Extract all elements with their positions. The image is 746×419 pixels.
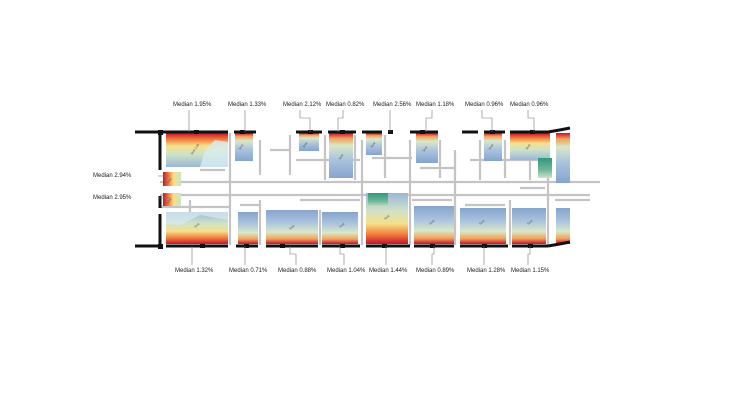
room-b3-heatmap xyxy=(266,210,318,244)
median-label-top-1: Median 1.95% xyxy=(173,102,212,108)
svg-text:Seat 1.95: Seat 1.95 xyxy=(190,142,201,155)
median-label-bottom-4: Median 1.04% xyxy=(327,268,366,274)
median-label-top-5: Median 2.56% xyxy=(373,102,412,108)
median-label-bottom-6: Median 0.89% xyxy=(416,268,455,274)
room-green-heatmap xyxy=(538,158,552,178)
wall-columns xyxy=(158,130,535,249)
svg-text:Seat: Seat xyxy=(302,141,309,148)
room-b6-heatmap xyxy=(414,206,454,244)
heatmap-rooms-bottom xyxy=(166,193,570,244)
svg-text:Seat: Seat xyxy=(338,153,345,160)
median-label-bottom-1: Median 1.32% xyxy=(175,268,214,274)
svg-text:Seat: Seat xyxy=(525,143,532,150)
svg-text:Seat: Seat xyxy=(428,219,435,226)
median-label-top-6: Median 1.18% xyxy=(416,102,455,108)
svg-text:Seat: Seat xyxy=(166,177,173,184)
room-t7-heatmap xyxy=(484,133,502,161)
median-label-top-4: Median 0.82% xyxy=(326,102,365,108)
svg-text:Seat: Seat xyxy=(478,219,485,226)
heatmap-rooms-left xyxy=(163,172,181,206)
heatmap-rooms-top xyxy=(166,133,570,183)
room-t8-heatmap xyxy=(510,133,550,160)
leader-lines xyxy=(158,110,535,265)
svg-text:Seat: Seat xyxy=(488,143,495,150)
room-t4-heatmap xyxy=(329,133,353,178)
room-t3-heatmap xyxy=(299,133,319,151)
median-label-left-1: Median 2.94% xyxy=(93,173,132,179)
room-far-right-heatmap xyxy=(556,133,570,183)
svg-text:Seat: Seat xyxy=(288,224,295,231)
median-label-bottom-3: Median 0.88% xyxy=(278,268,317,274)
room-t5-heatmap xyxy=(366,133,382,155)
median-label-top-7: Median 0.96% xyxy=(465,102,504,108)
room-b2-heatmap xyxy=(238,212,258,244)
room-l2-heatmap xyxy=(163,193,181,206)
svg-text:Seat: Seat xyxy=(193,222,200,229)
median-label-bottom-2: Median 0.71% xyxy=(229,268,268,274)
room-b7-heatmap xyxy=(460,208,506,244)
svg-text:Seat: Seat xyxy=(526,219,533,226)
median-label-top-2: Median 1.33% xyxy=(228,102,267,108)
median-label-bottom-8: Median 1.15% xyxy=(511,268,550,274)
svg-text:Seat: Seat xyxy=(422,145,429,152)
room-far-right-bottom-heatmap xyxy=(556,208,570,244)
median-label-bottom-7: Median 1.28% xyxy=(467,268,506,274)
room-b8-heatmap xyxy=(512,208,546,244)
partitions xyxy=(160,133,600,245)
room-t6-heatmap xyxy=(416,133,438,163)
svg-text:Seat: Seat xyxy=(338,222,345,229)
svg-text:Seat: Seat xyxy=(166,197,173,204)
svg-text:Seat: Seat xyxy=(383,214,390,221)
median-label-top-3: Median 2.12% xyxy=(283,102,322,108)
room-b4-heatmap xyxy=(322,212,358,244)
median-label-left-2: Median 2.95% xyxy=(93,195,132,201)
median-label-top-8: Median 0.96% xyxy=(510,102,549,108)
room-annotations: Seat 1.95 Seat Seat Seat Seat Seat Seat … xyxy=(166,141,534,231)
median-label-bottom-5: Median 1.44% xyxy=(369,268,408,274)
svg-text:Seat: Seat xyxy=(370,141,377,148)
room-l1-heatmap xyxy=(163,172,181,186)
room-t2-heatmap xyxy=(235,133,253,161)
svg-text:Seat: Seat xyxy=(238,143,245,150)
